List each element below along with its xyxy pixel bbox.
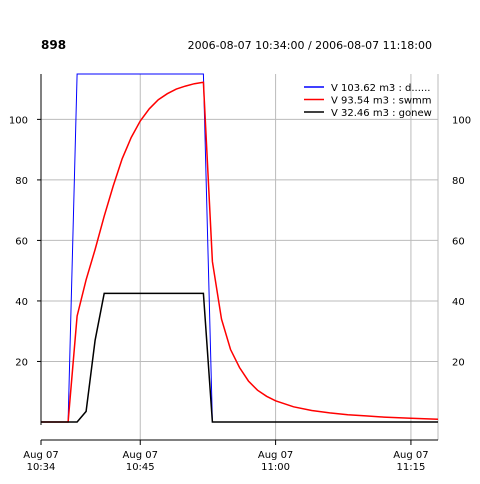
series-line-3: [41, 292, 438, 423]
x-tick-date-label: Aug 07: [393, 450, 428, 461]
x-tick-time-label: 10:45: [126, 462, 155, 473]
y-tick-label-right: 80: [452, 176, 465, 187]
y-tick-label-left: 100: [9, 115, 28, 126]
y-tick-label-right: 60: [452, 236, 465, 247]
y-tick-label-right: 40: [452, 297, 465, 308]
legend-label: V 32.46 m3 : gonew: [331, 108, 432, 119]
x-tick-date-label: Aug 07: [123, 450, 158, 461]
y-tick-label-left: 40: [15, 297, 28, 308]
series-lines: [41, 73, 439, 423]
legend: V 103.62 m3 : d...... V 93.54 m3 : swmmV …: [304, 83, 432, 119]
chart-title: 898: [41, 38, 66, 52]
series-line-2: [41, 81, 439, 423]
y-tick-label-right: 100: [452, 115, 471, 126]
legend-label: V 103.62 m3 : d......: [331, 83, 430, 94]
y-tick-label-left: 20: [15, 357, 28, 368]
y-tick-label-left: 60: [15, 236, 28, 247]
series-line-1: [41, 73, 438, 423]
y-tick-label-left: 80: [15, 176, 28, 187]
time-range-label: 2006-08-07 10:34:00 / 2006-08-07 11:18:0…: [188, 39, 432, 52]
grid: [41, 74, 439, 440]
x-tick-date-label: Aug 07: [258, 450, 293, 461]
legend-label: V 93.54 m3 : swmm: [331, 96, 432, 107]
x-tick-time-label: 11:00: [261, 462, 290, 473]
x-tick-time-label: 10:34: [27, 462, 56, 473]
y-tick-label-right: 20: [452, 357, 465, 368]
x-tick-time-label: 11:15: [397, 462, 426, 473]
x-tick-date-label: Aug 07: [23, 450, 58, 461]
